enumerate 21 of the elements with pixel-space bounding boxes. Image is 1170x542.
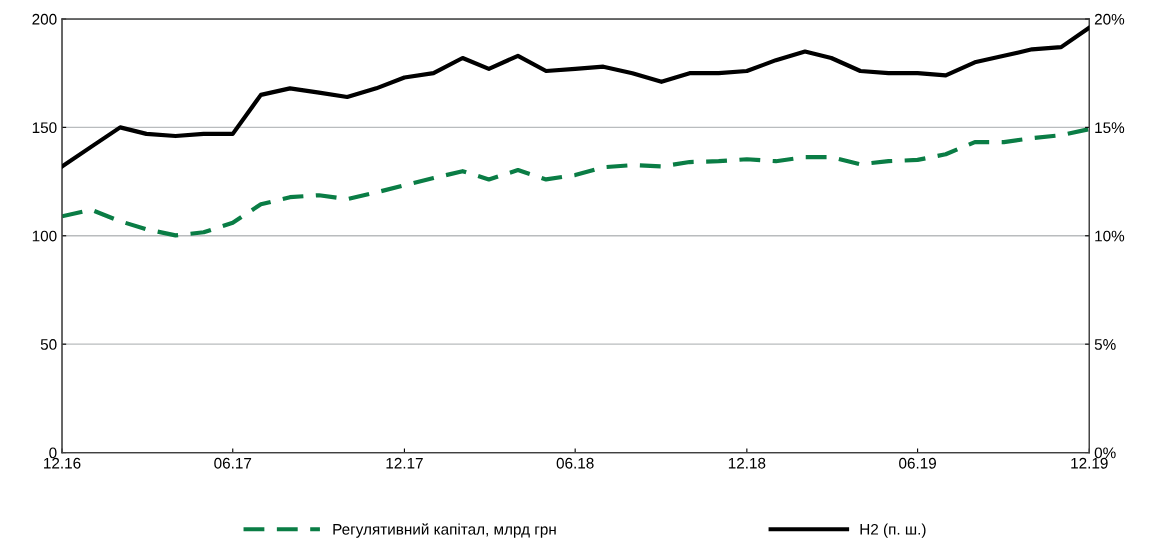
y2-tick-label: 15% — [1095, 122, 1125, 134]
x-tick-label: 12.19 — [1071, 457, 1108, 469]
x-tick-label: 12.18 — [728, 457, 766, 469]
y2-tick-label: 10% — [1095, 230, 1125, 242]
y-tick-label: 150 — [32, 122, 57, 134]
y-tick-label: 50 — [40, 339, 57, 350]
legend-label: Н2 (п. ш.) — [860, 523, 926, 538]
y-tick-label: 200 — [32, 13, 57, 25]
y2-tick-label: 5% — [1094, 339, 1116, 350]
line-series — [62, 127, 1090, 238]
x-tick-label: 06.18 — [556, 457, 594, 469]
x-tick-label: 12.16 — [44, 457, 81, 469]
y-tick-label: 0 — [49, 447, 57, 459]
x-tick-label: 12.17 — [386, 457, 423, 469]
x-tick-label: 06.19 — [899, 457, 936, 469]
y-tick-label: 100 — [32, 230, 57, 242]
x-tick-label: 06.17 — [214, 457, 252, 469]
line-series — [62, 25, 1090, 169]
y2-tick-label: 0% — [1094, 447, 1116, 459]
legend-label: Регулятивний капітал, млрд грн — [333, 523, 556, 538]
y2-tick-label: 20% — [1094, 13, 1125, 25]
